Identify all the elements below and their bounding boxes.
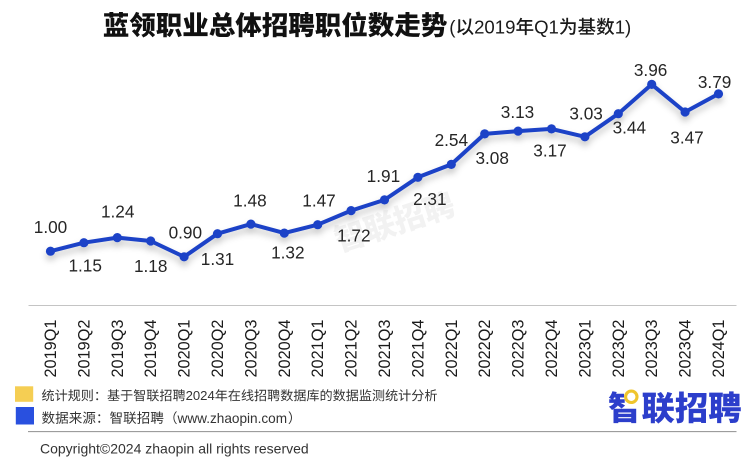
svg-text:2022Q2: 2022Q2 [476,320,494,378]
svg-text:2020Q1: 2020Q1 [176,320,194,378]
svg-text:2022Q1: 2022Q1 [443,320,461,378]
svg-text:3.44: 3.44 [613,118,647,138]
svg-text:2024Q1: 2024Q1 [710,320,728,378]
svg-text:2021Q4: 2021Q4 [409,320,427,378]
svg-text:2.54: 2.54 [435,130,469,150]
svg-text:1.32: 1.32 [271,243,304,263]
svg-text:1.24: 1.24 [101,202,135,222]
svg-text:2019Q4: 2019Q4 [142,320,160,378]
svg-text:Q1: Q1 [534,17,559,38]
svg-text:3.47: 3.47 [670,127,703,147]
svg-text:Copyright©2024 zhaopin all rig: Copyright©2024 zhaopin all rights reserv… [40,441,309,457]
svg-text:1.72: 1.72 [337,226,370,246]
svg-text:2019Q3: 2019Q3 [109,320,127,378]
svg-text:1.18: 1.18 [134,256,167,276]
svg-text:1.47: 1.47 [302,191,335,211]
svg-text:(: ( [449,17,456,38]
svg-text:2024: 2024 [186,388,215,403]
svg-text:2021Q3: 2021Q3 [376,320,394,378]
svg-text:1.91: 1.91 [367,166,400,186]
svg-text:2020Q2: 2020Q2 [209,320,227,378]
svg-text:2023Q1: 2023Q1 [576,320,594,378]
svg-text:0.90: 0.90 [169,223,202,243]
svg-text:1.15: 1.15 [68,256,101,276]
svg-text:3.03: 3.03 [569,104,602,124]
svg-text:1.00: 1.00 [34,217,67,237]
svg-text:2019Q2: 2019Q2 [75,320,93,378]
svg-text:2019: 2019 [474,17,515,38]
svg-text:1.31: 1.31 [201,249,234,269]
svg-text:www.zhaopin.com: www.zhaopin.com [177,411,288,426]
svg-text:2020Q4: 2020Q4 [276,320,294,378]
svg-text:2021Q1: 2021Q1 [309,320,327,378]
svg-text:2023Q4: 2023Q4 [677,320,695,378]
svg-text:2022Q3: 2022Q3 [510,320,528,378]
svg-text:1.48: 1.48 [233,191,266,211]
svg-text:2019Q1: 2019Q1 [42,320,60,378]
svg-text:2023Q2: 2023Q2 [610,320,628,378]
svg-text:3.79: 3.79 [698,72,731,92]
svg-text:3.17: 3.17 [533,141,566,161]
svg-text:2023Q3: 2023Q3 [643,320,661,378]
svg-text:1): 1) [615,17,632,38]
svg-text:3.13: 3.13 [501,102,534,122]
svg-text:2.31: 2.31 [413,189,446,209]
svg-text:3.08: 3.08 [475,148,508,168]
svg-text:3.96: 3.96 [634,60,667,80]
svg-text:2022Q4: 2022Q4 [543,320,561,378]
svg-text:2021Q2: 2021Q2 [343,320,361,378]
svg-text:2020Q3: 2020Q3 [242,320,260,378]
